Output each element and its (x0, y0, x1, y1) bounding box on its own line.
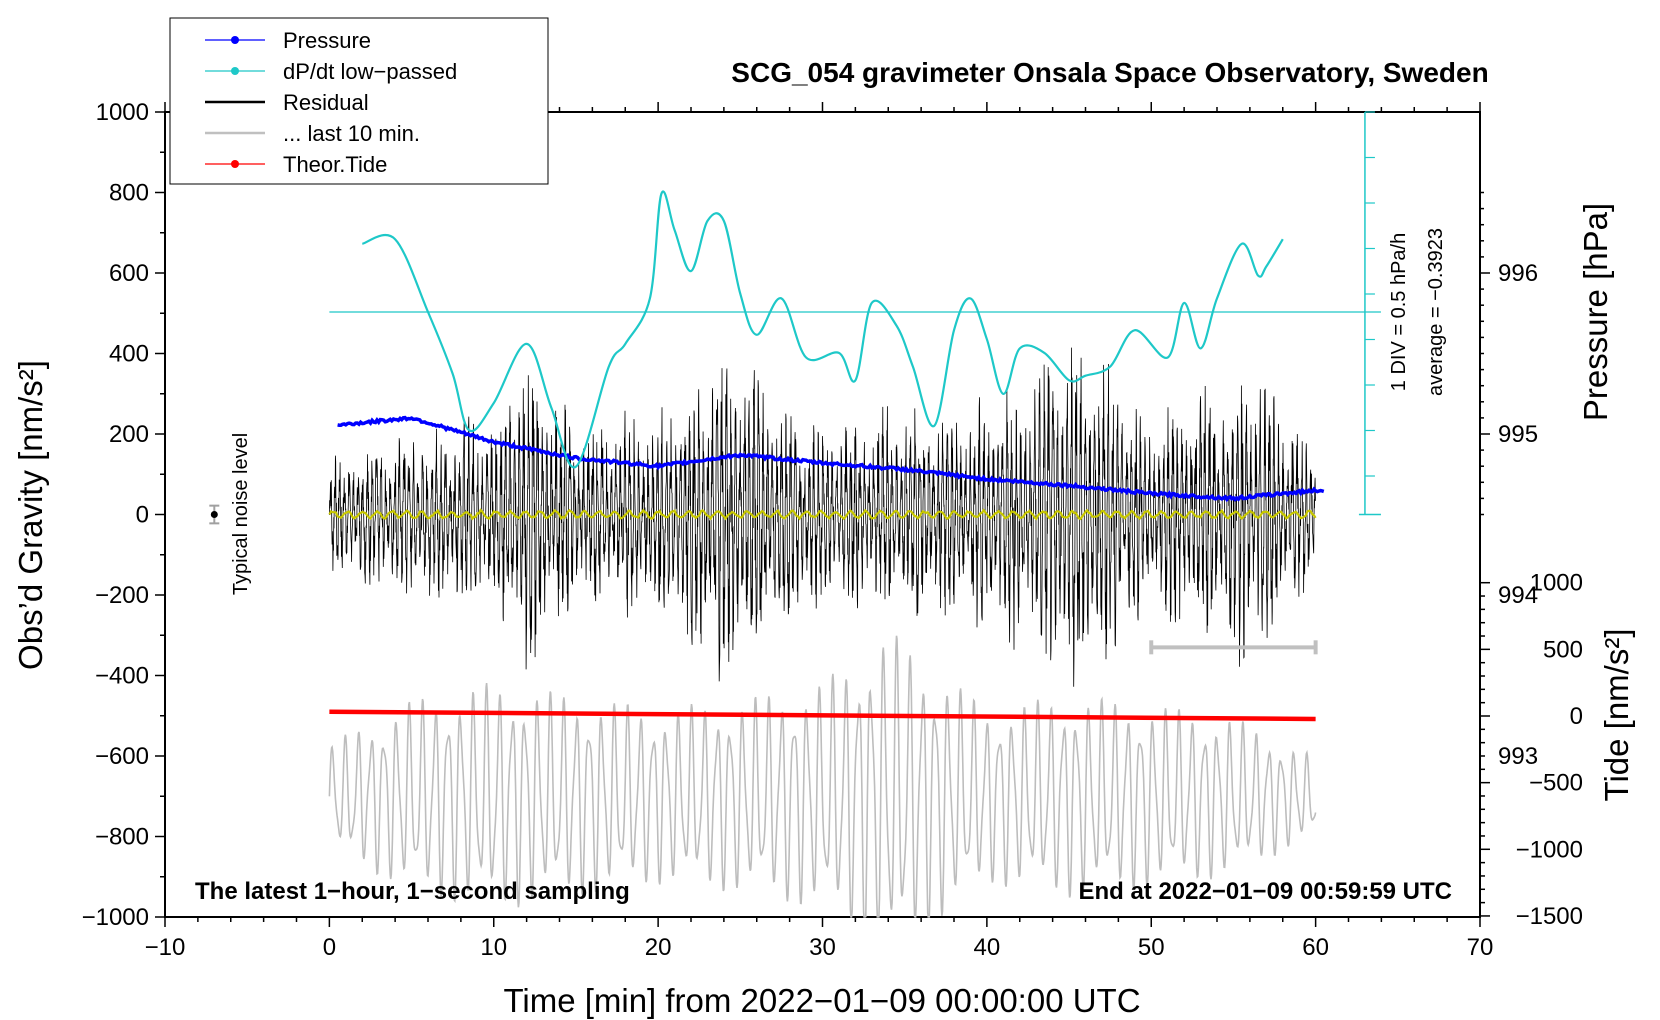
x-tick-label: 60 (1302, 934, 1329, 961)
legend: Pressure dP/dt low−passed Residual ... last… (169, 17, 549, 185)
legend-label: Theor.Tide (283, 152, 387, 177)
x-tick-label: 70 (1467, 934, 1494, 961)
tide-tick-label: −500 (1529, 770, 1583, 797)
y-tick-label: −1000 (82, 904, 149, 931)
x-tick-label: 20 (645, 934, 672, 961)
x-tick-label: 30 (809, 934, 836, 961)
y-tick-label: 1000 (96, 99, 149, 126)
y-tick-label: −200 (95, 582, 149, 609)
chart-title: SCG_054 gravimeter Onsala Space Observat… (731, 57, 1488, 88)
annotation-right: End at 2022−01−09 00:59:59 UTC (1078, 878, 1452, 905)
y-tick-label: 200 (109, 421, 149, 448)
legend-marker (231, 67, 239, 75)
legend-label: Pressure (283, 28, 371, 53)
y-tick-label: 0 (136, 502, 149, 529)
y-axis-label-tide: Tide [nm/s²] (1598, 629, 1635, 802)
theor-tide-line (329, 709, 1316, 722)
y-tick-label: −400 (95, 663, 149, 690)
y-axis-label-pressure: Pressure [hPa] (1577, 203, 1614, 421)
y-tick-label: 800 (109, 180, 149, 207)
tide-tick-label: −1000 (1516, 836, 1583, 863)
annotation-left: The latest 1−hour, 1−second sampling (195, 878, 630, 905)
tide-tick-labels: 1000 500 0 −500 −1000 −1500 (1516, 570, 1583, 930)
tide-grey-line (328, 635, 1317, 918)
legend-marker (231, 160, 239, 168)
tide-tick-label: 1000 (1530, 570, 1583, 597)
pressure-tick-label: 996 (1498, 260, 1538, 287)
residual-filtered-line (328, 508, 1317, 521)
pressure-tick-label: 993 (1498, 743, 1538, 770)
pressure-scale-label: 1 DIV = 0.5 hPa/h (1388, 233, 1410, 391)
x-tick-label: 0 (323, 934, 336, 961)
x-tick-label: 10 (480, 934, 507, 961)
average-label: average = −0.3923 (1425, 228, 1447, 396)
series-marks (209, 111, 1381, 918)
x-tick-label: 40 (974, 934, 1001, 961)
noise-level-label: Typical noise level (230, 433, 252, 595)
noise-point (210, 511, 218, 518)
dpdt-line (361, 190, 1284, 469)
legend-marker (231, 36, 239, 44)
legend-label: dP/dt low−passed (283, 59, 457, 84)
pressure-line (337, 415, 1325, 503)
tide-tick-label: 500 (1543, 636, 1583, 663)
x-tick-labels: −10 0 10 20 30 40 50 60 70 (145, 934, 1494, 961)
y-tick-label: 400 (109, 341, 149, 368)
legend-label: ... last 10 min. (283, 121, 420, 146)
tide-tick-label: 0 (1570, 703, 1583, 730)
y-tick-label: −800 (95, 824, 149, 851)
pressure-tick-label: 995 (1498, 421, 1538, 448)
y-tick-label: 600 (109, 260, 149, 287)
pressure-tick-labels: 996 995 994 993 (1498, 260, 1538, 770)
y-tick-label: −600 (95, 743, 149, 770)
pressure-tick-label: 994 (1498, 582, 1538, 609)
x-tick-label: 50 (1138, 934, 1165, 961)
y-axis-label-left: Obs’d Gravity [nm/s²] (12, 360, 49, 670)
legend-label: Residual (283, 90, 369, 115)
x-axis-label: Time [min] from 2022−01−09 00:00:00 UTC (503, 982, 1140, 1019)
x-tick-label: −10 (145, 934, 186, 961)
tide-tick-label: −1500 (1516, 903, 1583, 930)
y-tick-labels: 1000 800 600 400 200 0 −200 −400 −600 −800 −1000 (82, 99, 149, 931)
